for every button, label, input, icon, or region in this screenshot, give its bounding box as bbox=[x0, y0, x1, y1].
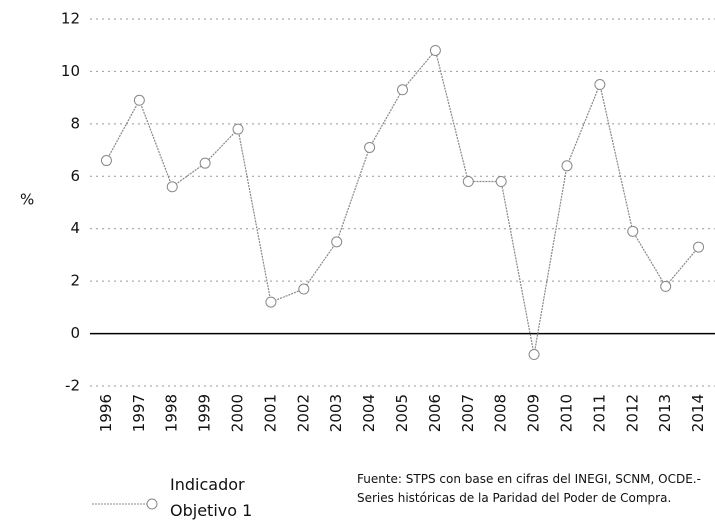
y-tick-label: 8 bbox=[70, 114, 80, 132]
data-point bbox=[693, 241, 705, 253]
x-tick-label: 2006 bbox=[426, 394, 444, 432]
x-tick-label: 1999 bbox=[196, 394, 214, 432]
data-point bbox=[232, 123, 244, 135]
data-point bbox=[495, 176, 507, 188]
data-point bbox=[528, 349, 540, 361]
x-tick-label: 2011 bbox=[590, 394, 608, 432]
data-point bbox=[397, 84, 408, 96]
y-tick-label: 6 bbox=[70, 167, 80, 185]
y-tick-label: 4 bbox=[70, 219, 80, 237]
chart: % -2 0 2 4 6 8 10 12 1996 1997 1998 1999 2000 2001 200… bbox=[20, 10, 715, 432]
y-tick-label: 2 bbox=[70, 272, 80, 290]
x-tick-label: 2000 bbox=[229, 394, 247, 432]
x-tick-label: 2005 bbox=[393, 394, 411, 432]
data-point bbox=[100, 155, 112, 167]
x-tick-label: 2003 bbox=[327, 394, 345, 432]
y-tick-label: 12 bbox=[61, 10, 80, 28]
x-tick-label: 2009 bbox=[525, 394, 543, 432]
x-tick-label: 2004 bbox=[360, 394, 378, 432]
source-note: Fuente: STPS con base en cifras del INEG… bbox=[357, 472, 701, 505]
data-point bbox=[660, 280, 672, 292]
y-tick-label: 0 bbox=[70, 324, 80, 342]
y-axis-label: % bbox=[20, 191, 34, 209]
legend-label: Indicador Objetivo 1 bbox=[170, 475, 253, 520]
x-tick-label: 2014 bbox=[689, 394, 707, 432]
data-point bbox=[331, 236, 343, 248]
y-tick-label: -2 bbox=[65, 377, 80, 395]
data-point bbox=[364, 141, 376, 153]
data-point bbox=[133, 94, 145, 106]
x-tick-label: 1996 bbox=[97, 394, 115, 432]
x-tick-label: 2001 bbox=[261, 394, 279, 432]
x-tick-label: 2007 bbox=[459, 394, 477, 432]
x-tick-label: 2013 bbox=[656, 394, 674, 432]
data-point bbox=[627, 225, 639, 237]
data-point bbox=[594, 79, 606, 91]
data-point bbox=[298, 283, 310, 295]
x-tick-label: 1998 bbox=[163, 394, 181, 432]
x-tick-label: 2008 bbox=[492, 394, 510, 432]
data-point bbox=[561, 160, 573, 172]
x-tick-label: 2010 bbox=[557, 394, 575, 432]
data-point bbox=[429, 44, 441, 56]
series-line bbox=[105, 49, 700, 355]
data-point bbox=[265, 296, 277, 308]
x-tick-label: 2012 bbox=[623, 394, 641, 432]
legend-marker bbox=[146, 498, 158, 510]
data-point bbox=[199, 157, 211, 169]
data-point bbox=[166, 181, 178, 193]
y-tick-label: 10 bbox=[61, 62, 80, 80]
x-tick-label: 1997 bbox=[130, 394, 148, 432]
data-point bbox=[462, 176, 474, 188]
x-tick-label: 2002 bbox=[294, 394, 312, 432]
